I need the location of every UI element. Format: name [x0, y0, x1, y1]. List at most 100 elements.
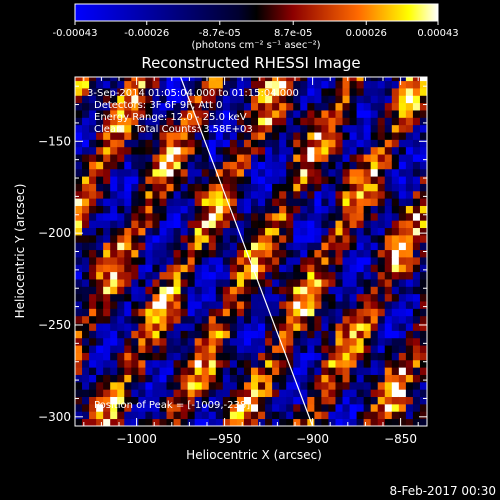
heatmap-cell	[391, 161, 400, 170]
heatmap-cell	[194, 242, 203, 251]
heatmap-cell	[342, 411, 350, 420]
heatmap-cell	[412, 330, 421, 339]
heatmap-cell	[314, 146, 322, 155]
heatmap-cell	[251, 117, 259, 126]
heatmap-cell	[208, 176, 217, 184]
heatmap-cell	[384, 154, 393, 162]
heatmap-cell	[321, 146, 329, 155]
heatmap-cell	[265, 308, 273, 317]
heatmap-cell	[251, 381, 259, 390]
heatmap-cell	[384, 271, 393, 280]
heatmap-cell	[391, 117, 400, 126]
heatmap-cell	[293, 190, 301, 199]
heatmap-cell	[412, 80, 421, 89]
heatmap-cell	[419, 183, 427, 192]
heatmap-cell	[405, 95, 414, 104]
heatmap-cell	[75, 117, 83, 126]
heatmap-cell	[321, 190, 329, 199]
heatmap-cell	[194, 367, 203, 375]
heatmap-cell	[187, 381, 196, 390]
heatmap-cell	[363, 88, 372, 96]
heatmap-cell	[335, 212, 343, 221]
heatmap-cell	[272, 330, 280, 339]
heatmap-cell	[398, 271, 407, 280]
heatmap-cell	[117, 154, 125, 162]
heatmap-cell	[321, 198, 329, 206]
heatmap-cell	[377, 257, 386, 265]
heatmap-cell	[103, 234, 111, 243]
heatmap-cell	[215, 323, 224, 331]
heatmap-cell	[152, 161, 160, 170]
heatmap-cell	[201, 168, 210, 177]
heatmap-cell	[103, 337, 111, 346]
heatmap-cell	[321, 212, 329, 221]
heatmap-cell	[398, 124, 407, 133]
heatmap-cell	[342, 323, 350, 331]
heatmap-cell	[391, 352, 400, 361]
heatmap-cell	[180, 418, 189, 426]
heatmap-cell	[82, 110, 90, 118]
heatmap-cell	[131, 212, 139, 221]
heatmap-cell	[356, 403, 365, 412]
heatmap-cell	[110, 176, 118, 184]
heatmap-cell	[286, 345, 294, 353]
heatmap-cell	[96, 389, 104, 398]
heatmap-cell	[251, 308, 259, 317]
heatmap-cell	[187, 77, 196, 82]
heatmap-cell	[314, 286, 322, 295]
heatmap-cell	[117, 279, 125, 287]
heatmap-cell	[412, 212, 421, 221]
heatmap-cell	[82, 411, 90, 420]
heatmap-cell	[258, 220, 266, 229]
heatmap-cell	[236, 286, 245, 295]
heatmap-cell	[349, 154, 357, 162]
heatmap-cell	[152, 88, 160, 96]
solar-limb-line	[180, 76, 314, 427]
heatmap-cell	[321, 132, 329, 140]
heatmap-cell	[279, 80, 287, 89]
heatmap-cell	[342, 102, 350, 111]
heatmap-cell	[300, 352, 308, 361]
heatmap-cell	[300, 220, 308, 229]
heatmap-cell	[363, 242, 372, 251]
heatmap-cell	[251, 220, 259, 229]
heatmap-cell	[272, 315, 280, 324]
heatmap-cell	[138, 110, 146, 118]
heatmap-cell	[342, 249, 350, 258]
heatmap-cell	[356, 198, 365, 206]
heatmap-cell	[370, 345, 379, 353]
heatmap-cell	[293, 205, 301, 214]
heatmap-cell	[96, 249, 104, 258]
heatmap-cell	[286, 161, 294, 170]
heatmap-cell	[159, 212, 167, 221]
heatmap-cell	[229, 389, 238, 398]
heatmap-cell	[145, 323, 153, 331]
heatmap-cell	[215, 271, 224, 280]
heatmap-cell	[363, 205, 372, 214]
heatmap-cell	[300, 139, 308, 148]
heatmap-cell	[272, 117, 280, 126]
heatmap-cell	[243, 323, 252, 331]
heatmap-cell	[222, 403, 231, 412]
heatmap-cell	[215, 359, 224, 368]
heatmap-cell	[131, 139, 139, 148]
heatmap-cell	[82, 367, 90, 375]
heatmap-cell	[258, 161, 266, 170]
heatmap-cell	[75, 198, 83, 206]
heatmap-cell	[314, 190, 322, 199]
heatmap-cell	[286, 190, 294, 199]
heatmap-cell	[335, 234, 343, 243]
heatmap-cell	[96, 132, 104, 140]
heatmap-cell	[110, 337, 118, 346]
heatmap-cell	[279, 330, 287, 339]
heatmap-cell	[75, 418, 83, 426]
heatmap-cell	[194, 301, 203, 309]
heatmap-cell	[377, 308, 386, 317]
heatmap-cell	[222, 359, 231, 368]
heatmap-cell	[293, 389, 301, 398]
heatmap-cell	[384, 95, 393, 104]
heatmap-cell	[419, 308, 427, 317]
heatmap-cell	[391, 271, 400, 280]
heatmap-cell	[300, 293, 308, 302]
heatmap-cell	[82, 374, 90, 383]
